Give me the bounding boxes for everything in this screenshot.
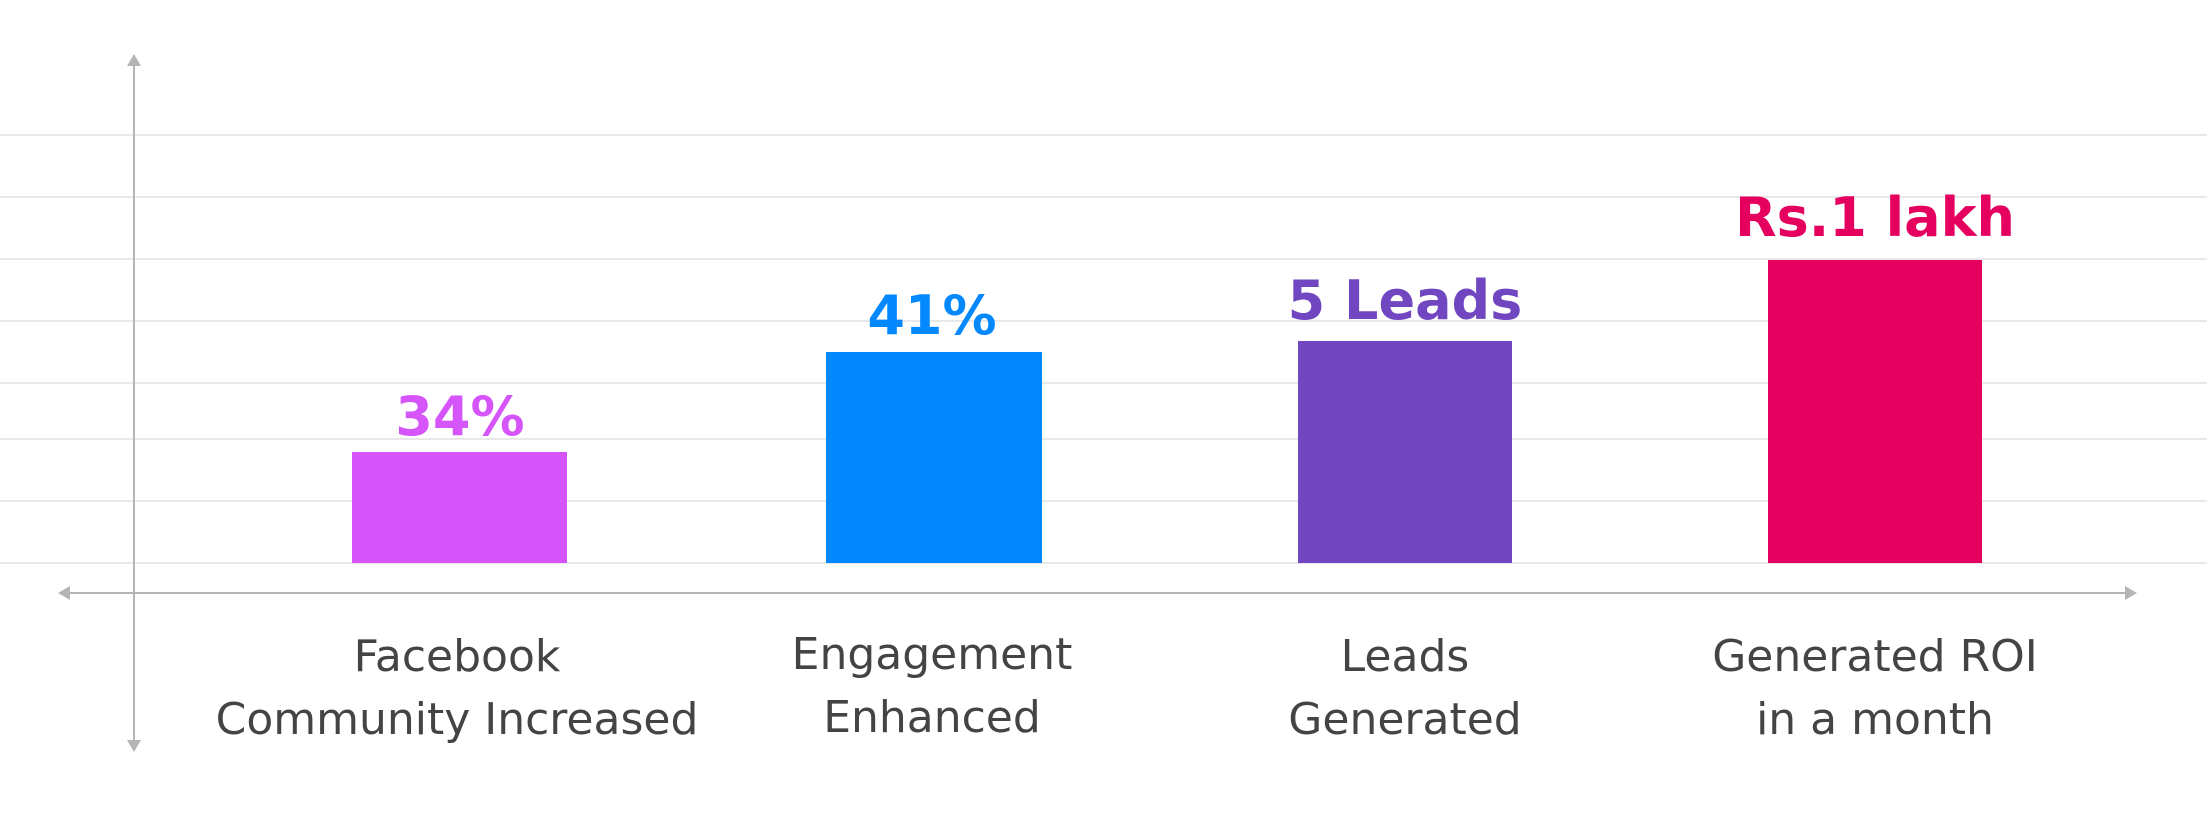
category-label: Community Increased — [216, 694, 699, 745]
axis-arrow — [127, 54, 141, 66]
axis-arrow — [2125, 586, 2137, 600]
category-label: Generated — [1288, 694, 1521, 745]
bar — [826, 352, 1042, 563]
value-label: Rs.1 lakh — [1735, 186, 2015, 249]
value-label: 5 Leads — [1288, 269, 1523, 332]
category-label: Enhanced — [823, 692, 1041, 743]
category-label: Generated ROI — [1712, 631, 2038, 682]
value-labels: 34% 41% 5 Leads Rs.1 lakh — [395, 186, 2015, 448]
axes — [58, 54, 2137, 752]
value-label: 34% — [395, 385, 524, 448]
category-label: Facebook — [354, 631, 561, 682]
category-label: Engagement — [792, 629, 1073, 680]
bar — [1768, 260, 1982, 563]
axis-arrow — [58, 586, 70, 600]
bars — [352, 260, 1982, 563]
category-label: Leads — [1341, 631, 1470, 682]
category-labels: Facebook Community Increased Engagement … — [216, 629, 2038, 745]
value-label: 41% — [867, 284, 996, 347]
category-label: in a month — [1756, 694, 1994, 745]
bar — [352, 452, 567, 563]
bar — [1298, 341, 1512, 563]
axis-arrow — [127, 740, 141, 752]
